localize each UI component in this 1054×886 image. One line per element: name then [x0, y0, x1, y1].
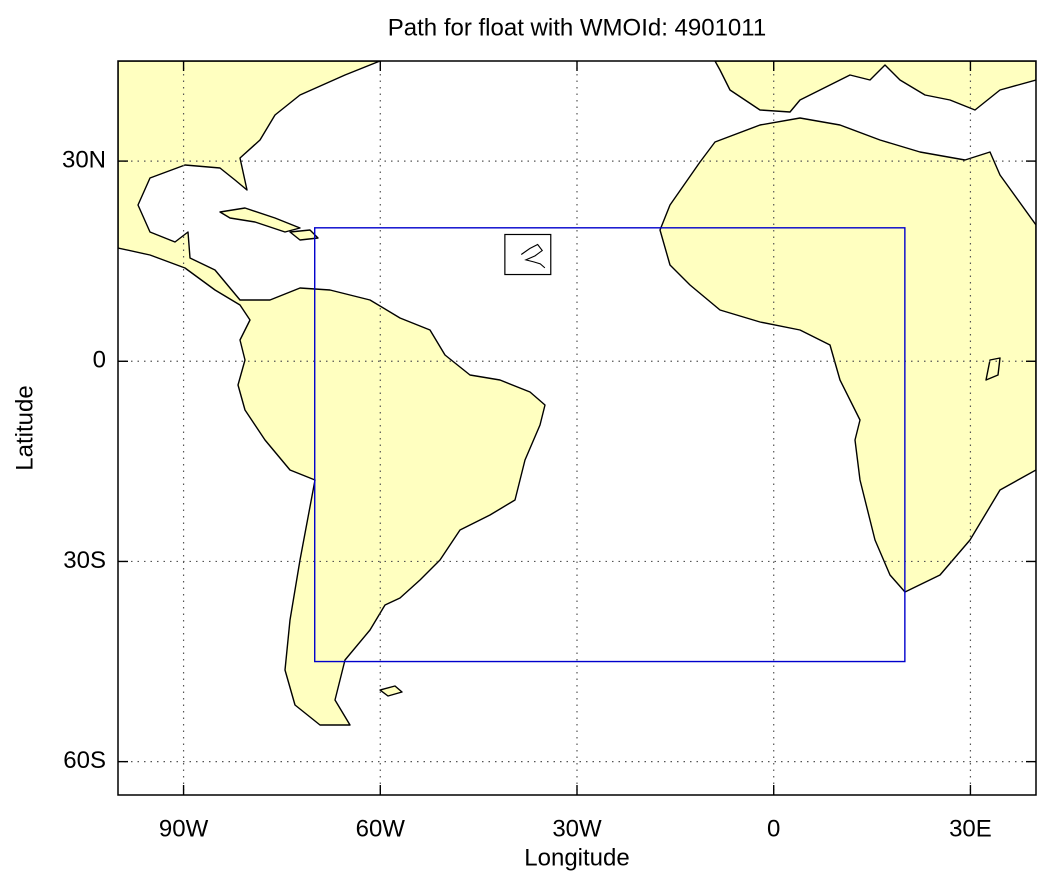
y-tick-label: 0: [93, 347, 106, 374]
y-tick-label: 60S: [63, 747, 106, 774]
chart-title: Path for float with WMOId: 4901011: [388, 14, 766, 41]
region-box: [314, 227, 906, 663]
x-tick-label: 0: [767, 815, 780, 842]
y-tick-label: 30S: [63, 547, 106, 574]
track-box: [504, 233, 552, 276]
hispaniola: [289, 229, 319, 241]
africa: [659, 117, 1036, 593]
americas: [118, 61, 546, 726]
land-layer: [118, 61, 1036, 726]
x-axis-label: Longitude: [524, 844, 629, 871]
y-tick-label: 30N: [62, 146, 106, 173]
float-track: [520, 243, 546, 269]
europe: [714, 61, 1036, 113]
madagascar: [985, 357, 1001, 381]
x-tick-label: 90W: [159, 815, 209, 842]
falklands: [379, 685, 403, 697]
y-axis-label: Latitude: [11, 385, 38, 470]
x-tick-label: 30W: [552, 815, 602, 842]
x-tick-label: 60W: [356, 815, 406, 842]
x-tick-label: 30E: [949, 815, 992, 842]
cuba: [219, 207, 301, 233]
